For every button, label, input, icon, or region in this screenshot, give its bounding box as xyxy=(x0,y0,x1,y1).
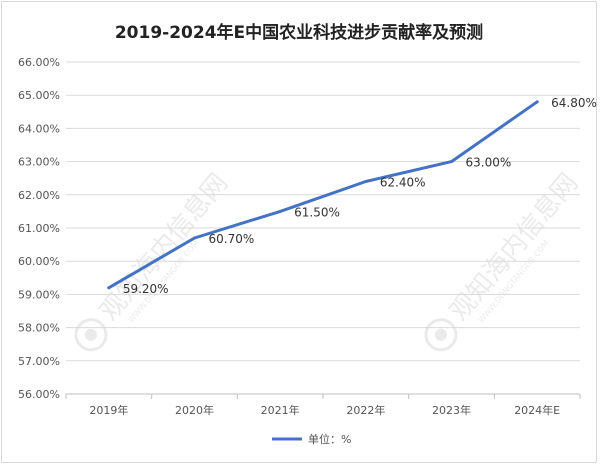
data-label: 64.80% xyxy=(551,96,597,110)
watermark-text: 观知海内信息网 xyxy=(444,168,584,327)
data-point xyxy=(450,160,453,164)
data-point xyxy=(107,286,111,290)
y-tick-label: 59.00% xyxy=(18,288,60,301)
data-label: 61.50% xyxy=(294,205,340,219)
data-label: 63.00% xyxy=(466,156,512,170)
x-tick-label: 2022年 xyxy=(346,403,385,417)
x-tick-label: 2023年 xyxy=(432,403,471,417)
data-point xyxy=(193,236,196,240)
y-tick-label: 61.00% xyxy=(18,222,60,235)
x-tick-label: 2019年 xyxy=(89,403,128,417)
y-tick-label: 63.00% xyxy=(18,156,60,169)
data-point xyxy=(364,180,368,184)
x-tick-label: 2021年 xyxy=(261,403,300,417)
watermark-logo-icon xyxy=(424,318,458,352)
y-tick-label: 65.00% xyxy=(18,89,60,102)
series-line xyxy=(107,100,539,290)
y-tick-label: 62.00% xyxy=(18,189,60,202)
data-point xyxy=(278,209,282,213)
y-tick-label: 60.00% xyxy=(18,255,60,268)
y-tick-label: 66.00% xyxy=(18,56,60,69)
chart-title: 2019-2024年E中国农业科技进步贡献率及预测 xyxy=(114,23,484,43)
y-tick-label: 58.00% xyxy=(18,322,60,335)
data-label: 59.20% xyxy=(123,282,169,296)
watermark-logo-icon xyxy=(74,318,108,352)
y-tick-label: 57.00% xyxy=(18,355,60,368)
y-tick-label: 56.00% xyxy=(18,388,60,401)
x-tick-label: 2020年 xyxy=(175,403,214,417)
watermark-text: 观知海内信息网 xyxy=(94,168,234,327)
legend-label: 单位：% xyxy=(308,432,351,446)
y-tick-label: 64.00% xyxy=(18,122,60,135)
data-label: 60.70% xyxy=(209,232,255,246)
data-point xyxy=(535,100,539,104)
data-label: 62.40% xyxy=(380,176,426,190)
x-tick-label: 2024年E xyxy=(514,403,560,417)
